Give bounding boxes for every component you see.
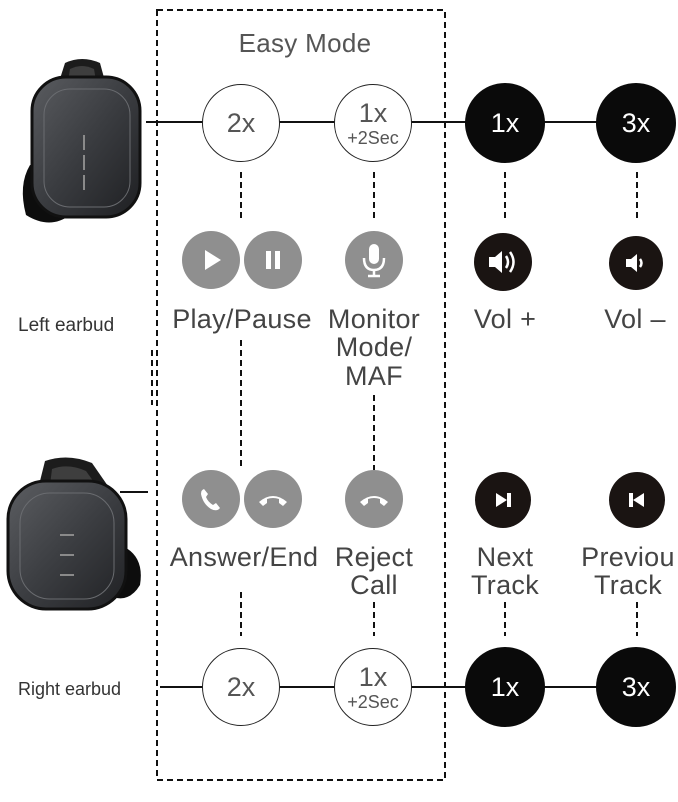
play-pause-label: Play/Pause (172, 304, 312, 334)
left-double-tap: 2x (202, 84, 280, 162)
right-triple-tap-text: 3x (621, 671, 651, 702)
left-hold-tap-count: 1x (358, 97, 388, 128)
answer-end-label: Answer/End (169, 542, 319, 572)
phone-reject-icon (345, 470, 403, 528)
right-hold-tap: 1x +2Sec (334, 648, 412, 726)
next-track-icon (475, 472, 531, 528)
right-single-tap: 1x (465, 647, 545, 727)
left-double-tap-text: 2x (226, 107, 256, 138)
microphone-icon (345, 231, 403, 289)
play-icon (182, 231, 240, 289)
prev-label-line2: Track (594, 570, 662, 600)
pause-icon (244, 231, 302, 289)
left-single-tap: 1x (465, 83, 545, 163)
right-triple-tap: 3x (596, 647, 676, 727)
right-earbud-label: Right earbud (18, 679, 122, 699)
volume-up-icon (474, 233, 532, 291)
prev-label-line1: Previou (581, 542, 675, 572)
left-earbud-label: Left earbud (18, 315, 115, 336)
volume-down-icon (609, 236, 663, 290)
left-triple-tap: 3x (596, 83, 676, 163)
right-single-tap-text: 1x (490, 671, 520, 702)
right-double-tap: 2x (202, 648, 280, 726)
next-label-line2: Track (471, 570, 539, 600)
right-double-tap-text: 2x (226, 671, 256, 702)
vol-down-label: Vol – (604, 304, 666, 334)
monitor-label-line2: Mode/ (335, 332, 413, 362)
left-hold-tap: 1x +2Sec (334, 84, 412, 162)
reject-label-line2: Call (350, 570, 398, 600)
left-earbud-image (22, 59, 142, 223)
left-triple-tap-text: 3x (621, 107, 651, 138)
right-hold-tap-count: 1x (358, 661, 388, 692)
phone-end-icon (244, 470, 302, 528)
next-label-line1: Next (476, 542, 534, 572)
easy-mode-title: Easy Mode (238, 28, 372, 58)
right-earbud-image (6, 457, 141, 611)
left-single-tap-text: 1x (490, 107, 520, 138)
previous-track-icon (609, 472, 665, 528)
left-hold-tap-duration: +2Sec (347, 127, 399, 148)
reject-label-line1: Reject (334, 542, 414, 572)
right-hold-tap-duration: +2Sec (347, 691, 399, 712)
phone-answer-icon (182, 470, 240, 528)
easy-mode-box (156, 9, 446, 781)
monitor-label-line3: MAF (345, 361, 403, 391)
monitor-label-line1: Monitor (327, 304, 421, 334)
vol-up-label: Vol + (473, 304, 537, 334)
